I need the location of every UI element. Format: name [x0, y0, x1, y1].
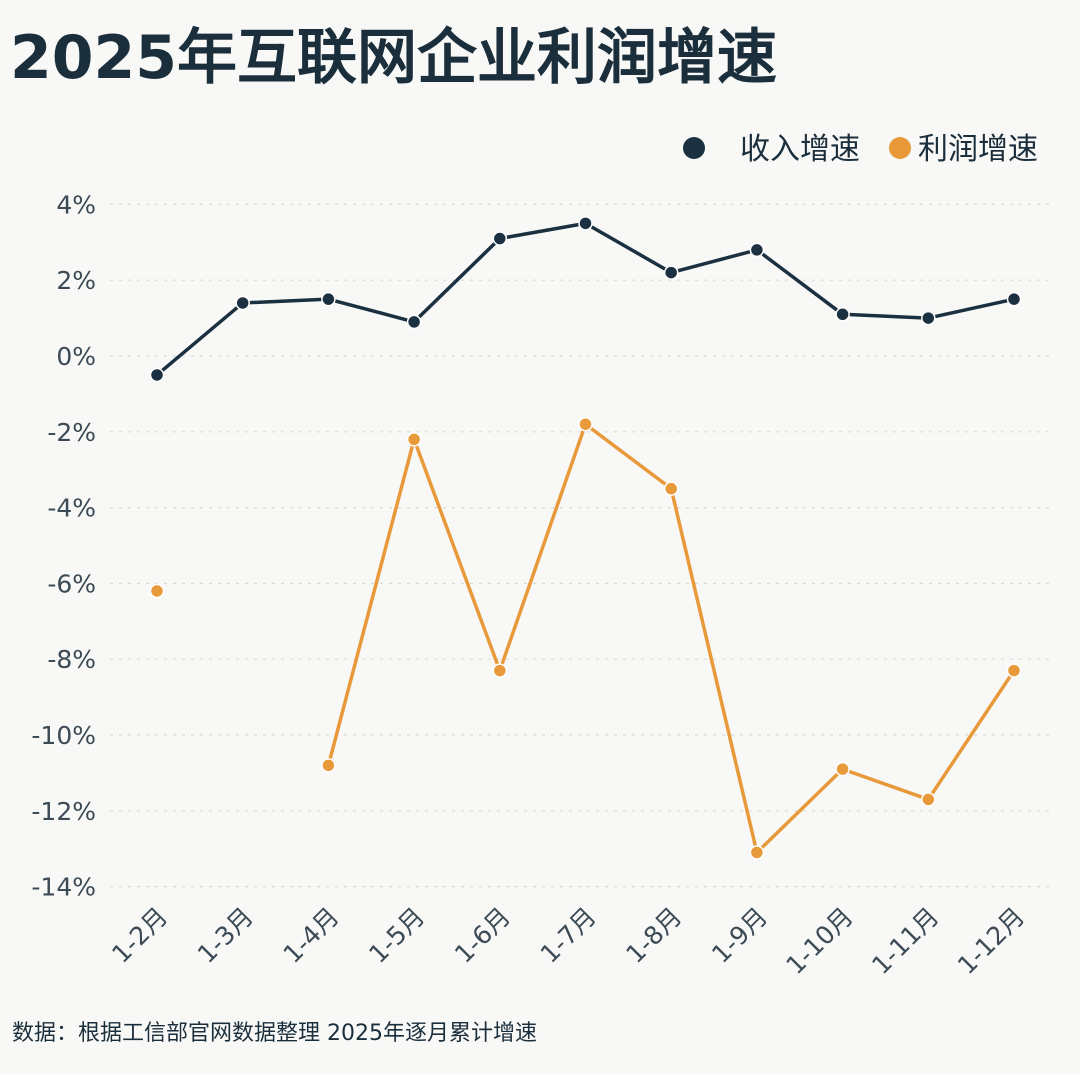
data-point [921, 792, 936, 807]
data-point [921, 310, 936, 326]
y-tick-label: -10% [31, 721, 96, 750]
data-point [663, 265, 679, 280]
x-tick-label: 1-7月 [535, 902, 602, 969]
data-point [749, 242, 765, 258]
data-point [663, 481, 679, 496]
data-point [321, 758, 336, 773]
data-point [578, 216, 593, 231]
y-tick-label: 0% [56, 342, 96, 371]
data-point [492, 663, 508, 678]
y-tick-label: -14% [31, 873, 96, 902]
legend-label: 利润增速 [918, 132, 1038, 167]
x-tick-label: 1-11月 [866, 902, 944, 980]
data-point [749, 845, 765, 860]
chart-title: 2025年互联网企业利润增速 [10, 23, 777, 93]
y-tick-label: -2% [47, 418, 96, 447]
y-tick-label: -6% [47, 569, 96, 598]
x-tick-label: 1-10月 [781, 902, 859, 980]
x-tick-label: 1-6月 [449, 902, 516, 969]
x-tick-label: 1-2月 [106, 902, 173, 969]
x-tick-label: 1-8月 [620, 902, 687, 969]
data-point [149, 367, 165, 383]
data-point [149, 583, 165, 599]
data-point [406, 314, 422, 330]
data-point [235, 295, 250, 311]
data-point [321, 291, 336, 307]
y-tick-label: 2% [56, 266, 96, 295]
x-tick-label: 1-5月 [363, 902, 430, 969]
x-tick-label: 1-12月 [952, 902, 1030, 980]
legend-label: 收入增速 [740, 132, 860, 167]
y-tick-label: -4% [47, 494, 96, 523]
data-point [835, 761, 850, 777]
y-tick-label: 4% [56, 190, 96, 219]
data-point [1006, 663, 1022, 678]
x-tick-label: 1-3月 [192, 902, 259, 969]
y-tick-label: -12% [31, 797, 96, 826]
x-tick-label: 1-9月 [706, 902, 773, 969]
x-tick-label: 1-4月 [278, 902, 345, 969]
data-point [1006, 291, 1022, 307]
legend-marker [683, 137, 705, 159]
data-point [835, 307, 850, 322]
data-point [406, 432, 422, 447]
data-point [578, 416, 593, 432]
y-tick-label: -8% [47, 645, 96, 674]
data-point [492, 231, 508, 246]
legend-marker [889, 137, 911, 159]
source-note: 数据：根据工信部官网数据整理 2025年逐月累计增速 [12, 1021, 537, 1046]
series-line [155, 221, 1015, 377]
